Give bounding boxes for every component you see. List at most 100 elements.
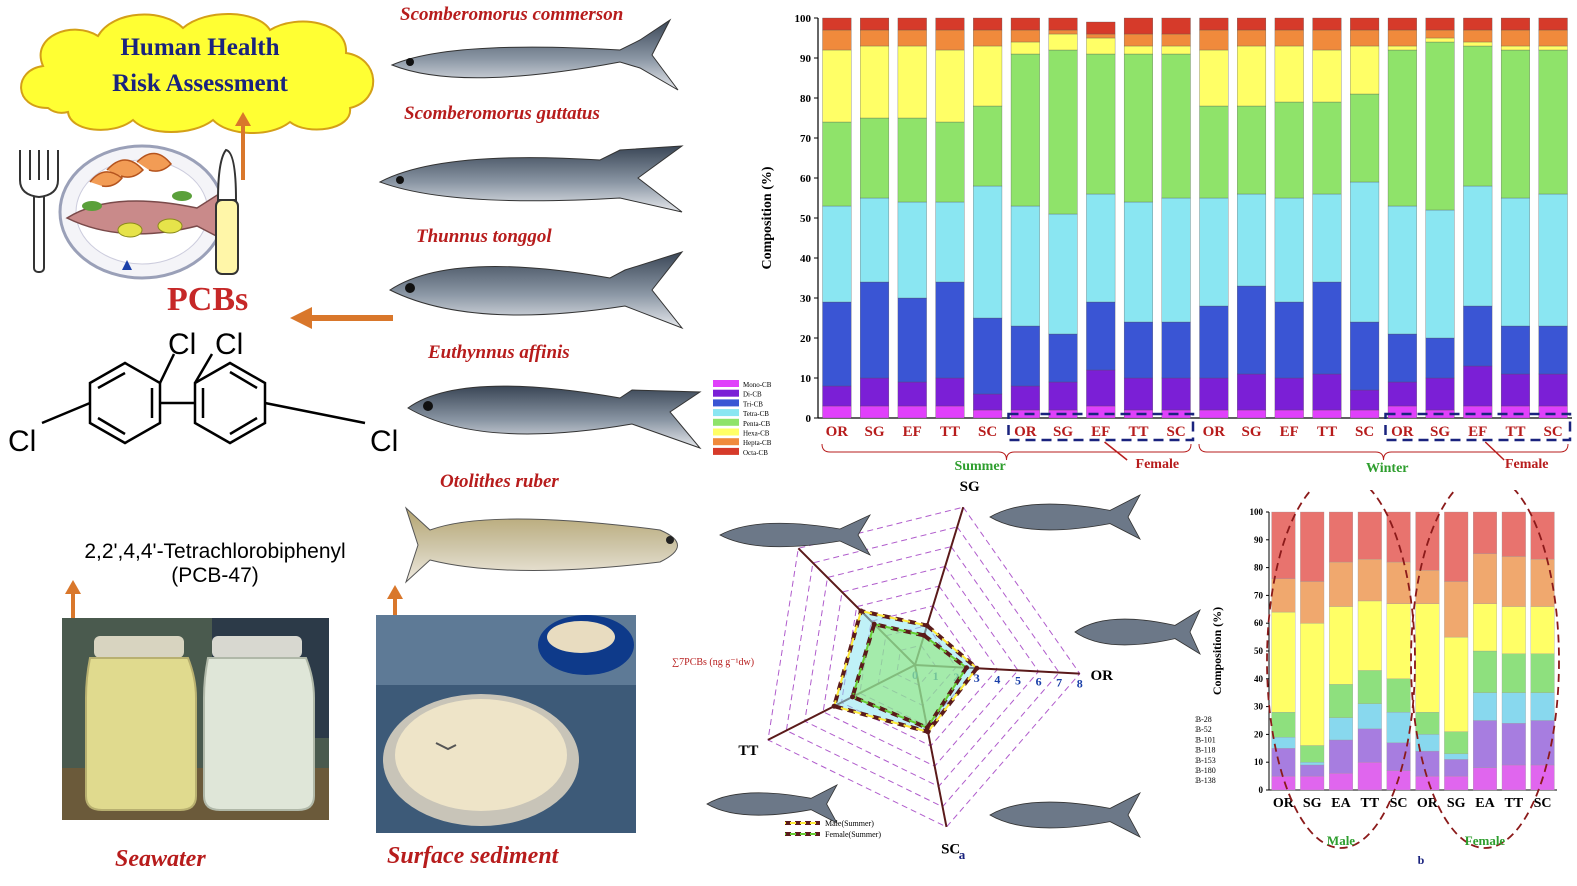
bar-segment bbox=[1329, 511, 1353, 563]
bar-segment bbox=[1473, 553, 1497, 604]
x-tick-label: OR bbox=[1273, 796, 1295, 811]
bar-segment bbox=[1086, 37, 1116, 55]
bar-segment bbox=[1199, 17, 1229, 31]
female-dashed-box bbox=[1384, 412, 1572, 442]
bar-segment bbox=[1463, 405, 1493, 419]
bar-segment bbox=[1350, 181, 1380, 323]
bar-segment bbox=[1538, 373, 1568, 407]
bar-segment bbox=[1300, 581, 1325, 624]
bar-segment bbox=[1123, 377, 1153, 411]
radar-point bbox=[924, 623, 930, 629]
bar-segment bbox=[1500, 17, 1530, 31]
x-tick-label: OR bbox=[1203, 424, 1226, 440]
fish-scomberomorus-commerson-icon bbox=[390, 18, 679, 91]
bar-segment bbox=[1415, 750, 1440, 777]
bar-segment bbox=[1161, 321, 1191, 379]
legend-label: PCB-118 bbox=[1195, 746, 1216, 755]
bar-segment bbox=[1329, 717, 1353, 741]
bar-segment bbox=[1415, 570, 1440, 604]
bar-segment bbox=[1312, 29, 1342, 51]
bar-segment bbox=[1425, 337, 1455, 379]
legend-label: Hexa-CB bbox=[743, 430, 770, 438]
x-tick-label: SC bbox=[1534, 796, 1552, 811]
bar-segment bbox=[1010, 325, 1040, 387]
compound-name-line2: (PCB-47) bbox=[171, 564, 259, 587]
y-tick-label: 10 bbox=[800, 373, 812, 385]
bar-segment bbox=[822, 205, 852, 303]
bar-segment bbox=[1444, 759, 1469, 777]
bar-segment bbox=[1350, 389, 1380, 411]
bar-segment bbox=[1387, 333, 1417, 383]
bar-segment bbox=[1444, 775, 1469, 791]
bar-segment bbox=[1161, 53, 1191, 199]
bar-segment bbox=[1300, 511, 1325, 582]
bar-segment bbox=[1086, 53, 1116, 195]
bar-segment bbox=[1274, 45, 1304, 103]
bar-segment bbox=[1271, 712, 1296, 738]
radar-series-outline bbox=[832, 609, 979, 733]
cl-top-left: Cl bbox=[168, 328, 197, 361]
female-pointer bbox=[1484, 441, 1505, 461]
legend-label: Penta-CB bbox=[743, 420, 771, 428]
bar-segment bbox=[1387, 49, 1417, 207]
bar-segment bbox=[1538, 405, 1568, 419]
panel-label-b: b bbox=[1418, 853, 1425, 867]
bar-segment bbox=[935, 281, 965, 379]
bar-segment bbox=[1048, 29, 1078, 35]
x-tick-label: SG bbox=[1053, 424, 1073, 440]
fish-icon bbox=[719, 514, 872, 556]
bar-segment bbox=[1501, 511, 1526, 557]
dinner-plate-icon bbox=[19, 144, 239, 280]
radar-series-outline-dark bbox=[850, 621, 970, 731]
bar-segment bbox=[1086, 33, 1116, 39]
bar-segment bbox=[1274, 377, 1304, 411]
radar-axis-label: SG bbox=[960, 479, 980, 495]
female-dashed-box bbox=[1007, 412, 1195, 442]
cloud-text: Human Health Risk Assessment bbox=[40, 30, 360, 102]
bar-segment bbox=[1387, 17, 1417, 31]
bar-segment bbox=[1271, 611, 1296, 713]
x-tick-label: TT bbox=[1317, 424, 1337, 440]
bottom-stacked-bar-chart: 0 10 20 30 40 50 60 70 80 90 100 Composition (%) OR S… bbox=[1195, 490, 1560, 867]
legend-label: Tetra-CB bbox=[743, 410, 769, 418]
y-tick-label: 0 bbox=[806, 413, 812, 425]
bar-segment bbox=[1463, 45, 1493, 187]
bar-segment bbox=[1501, 764, 1526, 791]
bar-segment bbox=[1444, 581, 1469, 638]
cl-top-right: Cl bbox=[215, 328, 244, 361]
bar-segment bbox=[1237, 409, 1267, 419]
caption-seawater: Seawater bbox=[115, 846, 206, 872]
bar-segment bbox=[1329, 606, 1353, 685]
bar-segment bbox=[1463, 305, 1493, 367]
bar-segment bbox=[1048, 213, 1078, 335]
bar-segment bbox=[973, 105, 1003, 187]
legend-swatch bbox=[713, 389, 739, 397]
bar-segment bbox=[1199, 49, 1229, 107]
bar-segment bbox=[1300, 745, 1325, 763]
bar-segment bbox=[1463, 17, 1493, 31]
bar-segment bbox=[860, 197, 890, 283]
x-tick-label: OR bbox=[1391, 424, 1414, 440]
compound-name: 2,2',4,4'-Tetrachlorobiphenyl (PCB-47) bbox=[60, 540, 370, 588]
bar-segment bbox=[1300, 623, 1325, 746]
x-tick-label: SG bbox=[1447, 796, 1466, 811]
bar-segment bbox=[1199, 409, 1229, 419]
bar-segment bbox=[1387, 45, 1417, 51]
bar-segment bbox=[1010, 29, 1040, 43]
bar-segment bbox=[860, 405, 890, 419]
y-tick-label: 20 bbox=[800, 333, 812, 345]
bar-segment bbox=[860, 117, 890, 199]
bar-segment bbox=[1473, 720, 1497, 768]
bar-segment bbox=[1500, 29, 1530, 47]
legend-label: Hepta-CB bbox=[743, 439, 772, 447]
legend-swatch bbox=[713, 380, 739, 387]
radar-tick-label: 8 bbox=[1077, 677, 1083, 691]
bar-segment bbox=[1271, 775, 1296, 791]
radar-axis-title: ∑7PCBs (ng g⁻¹dw) bbox=[672, 657, 754, 668]
bar-segment bbox=[1425, 29, 1455, 39]
bar-segment bbox=[1010, 41, 1040, 55]
bar-segment bbox=[1538, 45, 1568, 51]
arrow-up-to-cloud-icon bbox=[235, 112, 251, 180]
bar-segment bbox=[1473, 603, 1497, 652]
group-label: Female bbox=[1136, 457, 1180, 472]
